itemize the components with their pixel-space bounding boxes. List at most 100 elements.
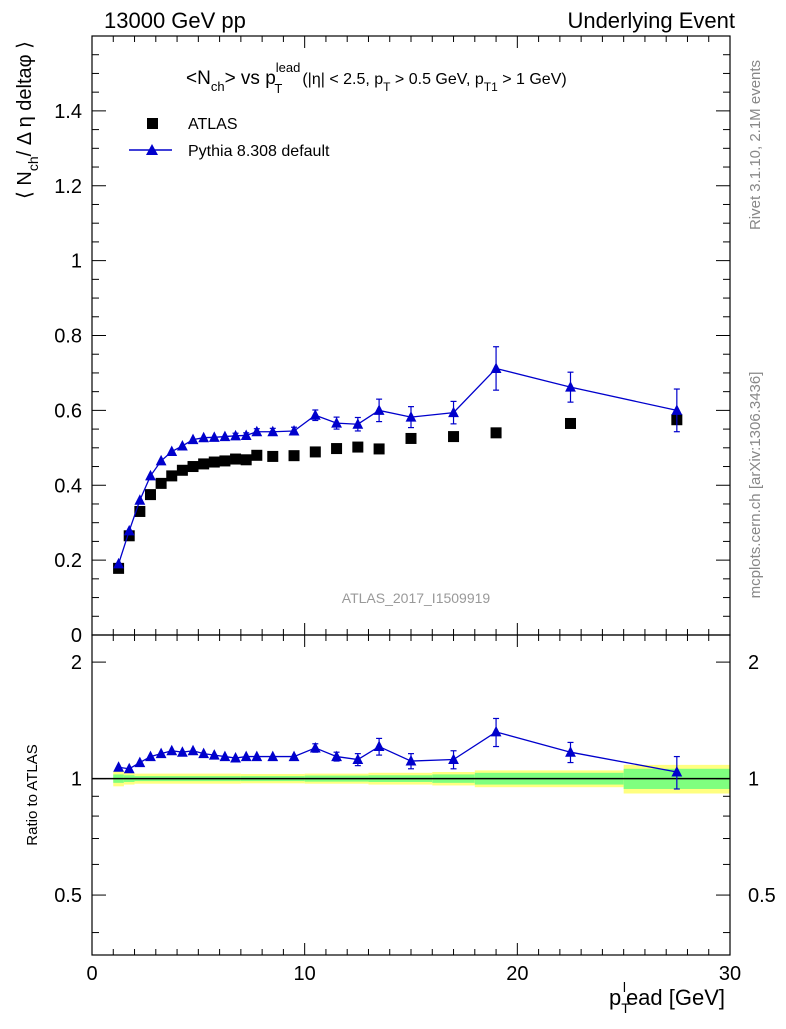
header-right: Underlying Event (567, 8, 735, 33)
atlas-point (176, 464, 188, 476)
ratio-y-tick-label-right-2: 2 (748, 652, 759, 674)
analysis-watermark: ATLAS_2017_I1509919 (342, 590, 491, 606)
ratio-point (240, 750, 252, 762)
pythia-point (331, 417, 342, 428)
atlas-point (187, 461, 199, 473)
pythia-point (267, 425, 279, 437)
atlas-point (405, 432, 417, 444)
y-tick-label-0.6: 0.6 (54, 400, 82, 422)
legend: ATLAS Pythia 8.308 default (129, 116, 330, 160)
ratio-point (331, 750, 342, 762)
ratio-point (123, 762, 135, 774)
ratio-point (405, 755, 417, 766)
pythia-point (405, 411, 417, 422)
pythia-point (198, 431, 210, 443)
atlas-point (352, 441, 364, 453)
ratio-y-axis-label: Ratio to ATLAS (24, 744, 41, 845)
y-tick-label-1.4: 1.4 (54, 101, 82, 123)
atlas-point (123, 530, 135, 542)
atlas-point (565, 417, 576, 429)
ratio-y-tick-label-left-1: 1 (71, 769, 82, 791)
pythia-point (240, 429, 252, 440)
pythia-point (565, 381, 576, 392)
y-tick-label-0: 0 (71, 625, 82, 647)
pythia-point (187, 433, 199, 445)
ratio-point (219, 750, 231, 762)
x-tick-label-30: 30 (719, 963, 741, 985)
pythia-point (373, 404, 385, 415)
y-tick-label-1.2: 1.2 (54, 176, 82, 198)
legend-atlas-marker (147, 118, 158, 129)
atlas-point (448, 431, 460, 443)
atlas-point (208, 456, 220, 468)
pythia-point (288, 424, 300, 436)
ratio-point (671, 765, 683, 777)
legend-pythia-label: Pythia 8.308 default (188, 143, 330, 160)
atlas-point (490, 427, 502, 439)
y-tick-label-0.4: 0.4 (54, 475, 82, 497)
pythia-point (230, 429, 241, 441)
atlas-point (240, 454, 252, 466)
mcplots-label: mcplots.cern.ch [arXiv:1306.3436] (747, 372, 764, 599)
y-tick-label-1: 1 (71, 251, 82, 273)
ratio-point (187, 744, 199, 756)
pythia-point (134, 494, 146, 505)
ratio-point (113, 761, 124, 772)
atlas-point (373, 443, 385, 455)
pythia-point (352, 418, 364, 429)
pythia-point (671, 404, 683, 415)
ratio-point (352, 753, 364, 765)
atlas-point (267, 450, 279, 462)
rivet-label: Rivet 3.1.10, 2.1M events (747, 60, 764, 230)
ratio-y-tick-label-right-0.5: 0.5 (748, 885, 776, 907)
atlas-point (198, 458, 210, 470)
ratio-point (198, 747, 210, 759)
ratio-point (145, 750, 156, 762)
atlas-point (251, 449, 263, 461)
ratio-point (288, 750, 300, 762)
ratio-y-tick-label-left-2: 2 (71, 652, 82, 674)
legend-atlas-label: ATLAS (188, 116, 238, 133)
pythia-point (448, 406, 459, 418)
ratio-point (251, 750, 263, 762)
pythia-point (176, 439, 188, 451)
y-axis-label: ⟨ Nch/ Δ η deltaφ ⟩ (14, 41, 41, 199)
ratio-point (373, 740, 385, 752)
ratio-point (166, 744, 178, 756)
atlas-point (134, 505, 146, 517)
ratio-point (155, 747, 167, 759)
ratio-point (267, 750, 279, 762)
pythia-point (145, 469, 156, 481)
chart-title: <Nch> vs plead T(|η| < 2.5, pT > 0.5 GeV,… (186, 60, 567, 96)
x-tick-label-10: 10 (294, 963, 316, 985)
pythia-point (166, 445, 178, 457)
atlas-point (288, 450, 300, 462)
x-tick-label-0: 0 (86, 963, 97, 985)
atlas-point (166, 470, 178, 482)
atlas-point (219, 455, 231, 467)
pythia-point (219, 430, 231, 442)
atlas-point (309, 446, 321, 458)
atlas-point (331, 443, 343, 455)
pythia-point (490, 362, 502, 373)
x-tick-label-20: 20 (506, 963, 528, 985)
ratio-point (448, 753, 459, 765)
ratio-point (208, 749, 220, 760)
legend-pythia-marker (146, 144, 158, 155)
y-tick-label-0.2: 0.2 (54, 550, 82, 572)
ratio-y-tick-label-left-0.5: 0.5 (54, 885, 82, 907)
y-tick-label-0.8: 0.8 (54, 326, 82, 348)
atlas-point (230, 453, 242, 465)
ratio-point (134, 756, 146, 768)
pythia-point (309, 409, 321, 420)
header-left: 13000 GeV pp (104, 8, 246, 33)
ratio-point (176, 746, 188, 757)
ratio-point (230, 752, 241, 763)
pythia-point (155, 454, 167, 466)
ratio-y-tick-label-right-1: 1 (748, 769, 759, 791)
x-axis-label: pTlead [GeV] (609, 979, 725, 1016)
atlas-point (155, 477, 167, 489)
ratio-point (565, 746, 576, 757)
pythia-point (123, 524, 135, 536)
